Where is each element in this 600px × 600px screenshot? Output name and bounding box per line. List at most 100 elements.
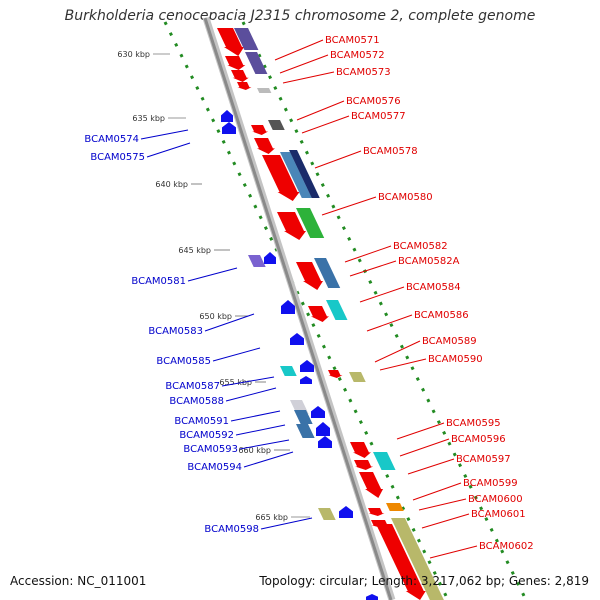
feature-bcam0599 xyxy=(359,472,384,498)
leader-bcam0571 xyxy=(274,39,324,61)
feature-bcam0571-domain xyxy=(234,28,259,50)
leader-bcam0580 xyxy=(321,196,377,216)
feature-bcam0571 xyxy=(217,28,245,56)
leader-bcam0602 xyxy=(429,545,478,559)
feature-bcam0572-domain xyxy=(245,52,268,74)
gene-label-bcam0598: BCAM0598 xyxy=(204,524,259,535)
feature-bcam0575 xyxy=(222,122,236,134)
feature-bcam0598 xyxy=(339,506,353,518)
leader-bcam0573 xyxy=(282,71,335,84)
feature-bcam0591 xyxy=(311,406,325,418)
leader-bcam0601 xyxy=(421,513,470,529)
gene-label-bcam0593: BCAM0593 xyxy=(183,444,238,455)
leader-bcam0588 xyxy=(225,387,277,402)
gene-label-bcam0574: BCAM0574 xyxy=(84,134,139,145)
feature-bcam0600 xyxy=(386,503,404,511)
feature-bcam0572 xyxy=(225,56,246,70)
feature-bcam0602 xyxy=(376,524,426,600)
gene-label-bcam0587: BCAM0587 xyxy=(165,381,220,392)
gene-label-bcam0599: BCAM0599 xyxy=(463,478,518,489)
leader-bcam0586 xyxy=(366,314,413,332)
leader-bcam0581 xyxy=(187,267,238,282)
scale-labels: 630 kbp 635 kbp 640 kbp 645 kbp 650 kbp 655 k… xyxy=(117,50,310,522)
leader-bcam0599 xyxy=(412,482,462,501)
gene-label-bcam0592: BCAM0592 xyxy=(179,430,234,441)
scale-label-2: 640 kbp xyxy=(155,180,188,189)
feature-bcam0587 xyxy=(300,360,314,372)
feature-bcam0580 xyxy=(277,212,307,240)
gene-label-bcam0577: BCAM0577 xyxy=(351,111,406,122)
gene-label-bcam0571: BCAM0571 xyxy=(325,35,380,46)
scale-label-0: 630 kbp xyxy=(117,50,150,59)
leader-bcam0596 xyxy=(399,438,450,457)
leader-bcam0582a xyxy=(349,260,397,277)
gene-label-bcam0589: BCAM0589 xyxy=(422,336,477,347)
feature-bcam0597 xyxy=(354,460,374,470)
gene-label-bcam0600: BCAM0600 xyxy=(468,494,523,505)
feature-bcam0578-domain-a xyxy=(280,152,312,198)
leader-bcam0595 xyxy=(396,422,445,440)
feature-bcam0583 xyxy=(281,300,295,314)
gene-label-bcam0572: BCAM0572 xyxy=(330,50,385,61)
gene-label-bcam0575: BCAM0575 xyxy=(90,152,145,163)
feature-bcam0578-domain-b xyxy=(289,150,320,198)
gene-label-bcam0576: BCAM0576 xyxy=(346,96,401,107)
backbone xyxy=(202,16,396,600)
leader-bcam0572 xyxy=(279,54,329,74)
feature-bcam0593-domain xyxy=(296,424,315,438)
feature-bcam0586 xyxy=(308,306,329,322)
leader-bcam0587 xyxy=(221,376,275,387)
label-leaders xyxy=(140,39,478,559)
scale-label-1: 635 kbp xyxy=(132,114,165,123)
feature-bcam0596 xyxy=(373,452,396,470)
gene-label-bcam0586: BCAM0586 xyxy=(414,310,469,321)
gene-label-bcam0582a: BCAM0582A xyxy=(398,256,460,267)
leader-bcam0583 xyxy=(204,313,255,332)
feature-bcam0589 xyxy=(328,370,343,378)
feature-bcam0573b xyxy=(237,82,252,90)
accession-text: Accession: NC_011001 xyxy=(10,574,147,588)
leader-bcam0578 xyxy=(314,150,362,169)
gene-label-bcam0585: BCAM0585 xyxy=(156,356,211,367)
gene-label-bcam0591: BCAM0591 xyxy=(174,416,229,427)
feature-bcam0587-domain xyxy=(280,366,297,376)
gene-label-bcam0594: BCAM0594 xyxy=(187,462,242,473)
backbone-core xyxy=(203,17,393,600)
gene-label-bcam0584: BCAM0584 xyxy=(406,282,461,293)
scale-line xyxy=(163,21,450,600)
leader-bcam0590 xyxy=(379,358,427,371)
gene-label-bcam0595: BCAM0595 xyxy=(446,418,501,429)
leader-bcam0574 xyxy=(140,129,189,140)
leader-bcam0600 xyxy=(418,498,467,511)
scale-label-3: 645 kbp xyxy=(178,246,211,255)
scale-label-7: 665 kbp xyxy=(255,513,288,522)
gene-label-bcam0597: BCAM0597 xyxy=(456,454,511,465)
feature-bcam0582a xyxy=(314,258,341,288)
genome-summary-text: Topology: circular; Length: 3,217,062 bp… xyxy=(259,574,589,588)
gene-label-bcam0588: BCAM0588 xyxy=(169,396,224,407)
feature-bcam0576 xyxy=(251,125,269,135)
feature-bcam0598-domain xyxy=(318,508,336,520)
gene-label-bcam0583: BCAM0583 xyxy=(148,326,203,337)
leader-bcam0592 xyxy=(235,424,286,436)
gene-labels: BCAM0571 BCAM0572 BCAM0573 BCAM0576 BCAM0577… xyxy=(84,35,533,552)
feature-bcam0573 xyxy=(231,70,249,82)
leader-bcam0582 xyxy=(344,245,392,263)
gene-label-bcam0578: BCAM0578 xyxy=(363,146,418,157)
gene-label-bcam0581: BCAM0581 xyxy=(131,276,186,287)
leader-bcam0585 xyxy=(212,347,261,362)
leader-bcam0598 xyxy=(260,517,313,530)
feature-bcam0601 xyxy=(368,508,385,516)
feature-bcam0584 xyxy=(326,300,348,320)
scale-label-5: 655 kbp xyxy=(219,378,252,387)
gene-label-bcam0596: BCAM0596 xyxy=(451,434,506,445)
gene-label-bcam0590: BCAM0590 xyxy=(428,354,483,365)
feature-bcam0574 xyxy=(221,110,233,122)
feature-bcam0582 xyxy=(296,262,324,290)
leader-bcam0593 xyxy=(239,439,290,450)
gene-label-bcam0573: BCAM0573 xyxy=(336,67,391,78)
feature-bcam0577b xyxy=(254,138,275,154)
feature-tail xyxy=(366,594,378,600)
